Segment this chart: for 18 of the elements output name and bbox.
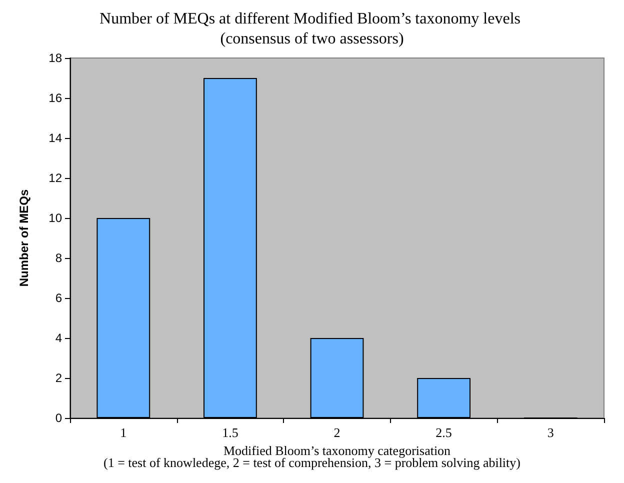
x-tick-label: 2 bbox=[334, 425, 340, 440]
y-axis-title: Number of MEQs bbox=[17, 189, 31, 287]
y-tick-label: 10 bbox=[48, 211, 62, 225]
y-tick-label: 6 bbox=[55, 291, 62, 305]
x-tick-label: 1 bbox=[120, 425, 127, 440]
y-tick-label: 18 bbox=[48, 51, 62, 65]
y-tick-label: 0 bbox=[55, 411, 62, 425]
x-tick-label: 1.5 bbox=[222, 425, 238, 440]
y-tick-label: 16 bbox=[48, 91, 62, 105]
y-tick-label: 12 bbox=[48, 171, 62, 185]
y-tick-label: 2 bbox=[55, 371, 62, 385]
y-tick-label: 8 bbox=[55, 251, 62, 265]
y-tick-label: 14 bbox=[48, 131, 62, 145]
x-tick-label: 2.5 bbox=[436, 425, 452, 440]
x-tick-label: 3 bbox=[547, 425, 554, 440]
chart-title: Number of MEQs at different Modified Bloom’s taxonomy levels (consensus of two assessors) bbox=[100, 10, 524, 48]
y-tick-label: 4 bbox=[55, 331, 62, 345]
x-axis-title: Modified Bloom’s taxonomy categorisation bbox=[223, 442, 452, 458]
